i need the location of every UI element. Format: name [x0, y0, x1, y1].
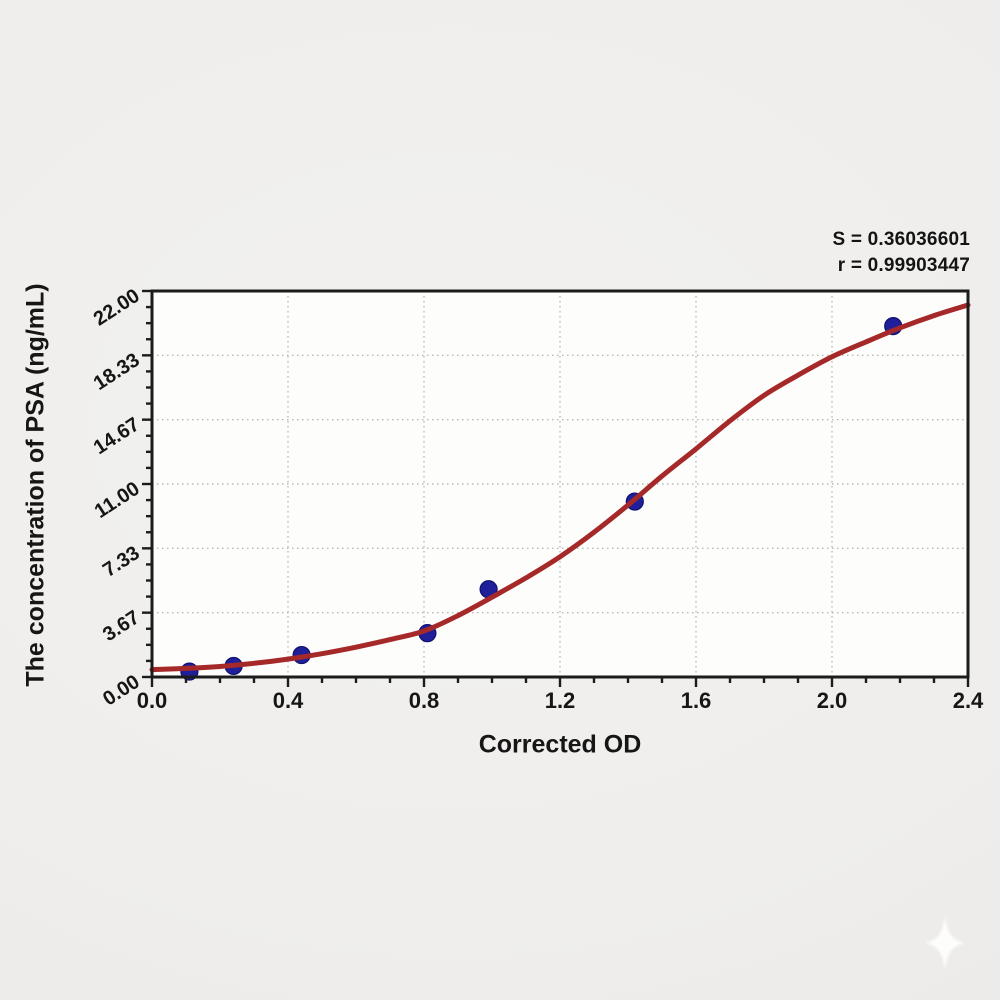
- s-value-text: S = 0.36036601: [832, 229, 970, 250]
- y-tick-label: 3.67: [99, 606, 144, 646]
- y-tick-label: 7.33: [99, 542, 144, 582]
- y-axis-title: The concentration of PSA (ng/mL): [21, 283, 50, 687]
- r-value-text: r = 0.99903447: [837, 255, 970, 276]
- fit-statistics: S = 0.36036601 r = 0.99903447: [832, 227, 970, 279]
- x-tick-label: 2.0: [817, 688, 848, 713]
- y-tick-label: 11.00: [91, 478, 144, 523]
- sparkle-watermark-icon: [925, 916, 965, 970]
- x-tick-label: 0.8: [409, 688, 440, 713]
- x-tick-label: 0.4: [273, 688, 304, 713]
- y-tick-label: 14.67: [90, 413, 144, 459]
- x-tick-label: 2.4: [953, 688, 984, 713]
- x-axis-title: Corrected OD: [478, 730, 642, 759]
- x-tick-label: 0.0: [137, 688, 168, 713]
- y-tick-label: 22.00: [90, 285, 144, 331]
- x-tick-label: 1.2: [545, 688, 576, 713]
- y-tick-label: 18.33: [90, 349, 144, 395]
- fit-curve: [149, 302, 971, 673]
- x-tick-label: 1.6: [681, 688, 712, 713]
